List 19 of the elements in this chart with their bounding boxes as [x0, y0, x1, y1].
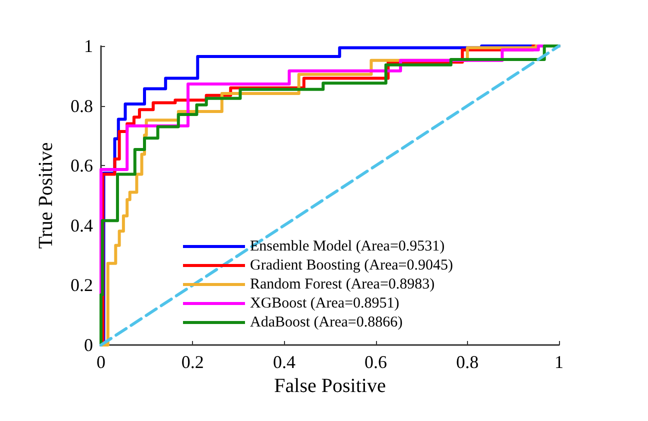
legend-label: Gradient Boosting (Area=0.9045): [250, 258, 454, 274]
y-tick-label: 0.8: [70, 96, 93, 116]
legend-label: Ensemble Model (Area=0.9531): [250, 238, 445, 254]
y-tick-label: 0.4: [70, 215, 93, 236]
legend-label: Random Forest (Area=0.8983): [250, 276, 435, 292]
y-tick-label: 0: [84, 335, 93, 355]
y-axis-title: True Positive: [35, 142, 57, 249]
x-tick-label: 0.4: [272, 352, 296, 372]
y-tick-label: 0.6: [70, 156, 93, 176]
y-tick-label: 0.2: [70, 275, 93, 296]
legend-label: AdaBoost (Area=0.8866): [250, 314, 403, 330]
x-axis-title: False Positive: [274, 374, 386, 397]
x-tick-label: 0.6: [364, 352, 388, 372]
x-tick-label: 0.2: [181, 352, 204, 372]
x-tick-label: 0: [96, 352, 106, 372]
x-tick-label: 0.8: [456, 352, 479, 372]
y-tick-label: 1: [84, 36, 93, 56]
legend-label: XGBoost (Area=0.8951): [250, 296, 400, 312]
x-tick-label: 1: [554, 352, 564, 372]
